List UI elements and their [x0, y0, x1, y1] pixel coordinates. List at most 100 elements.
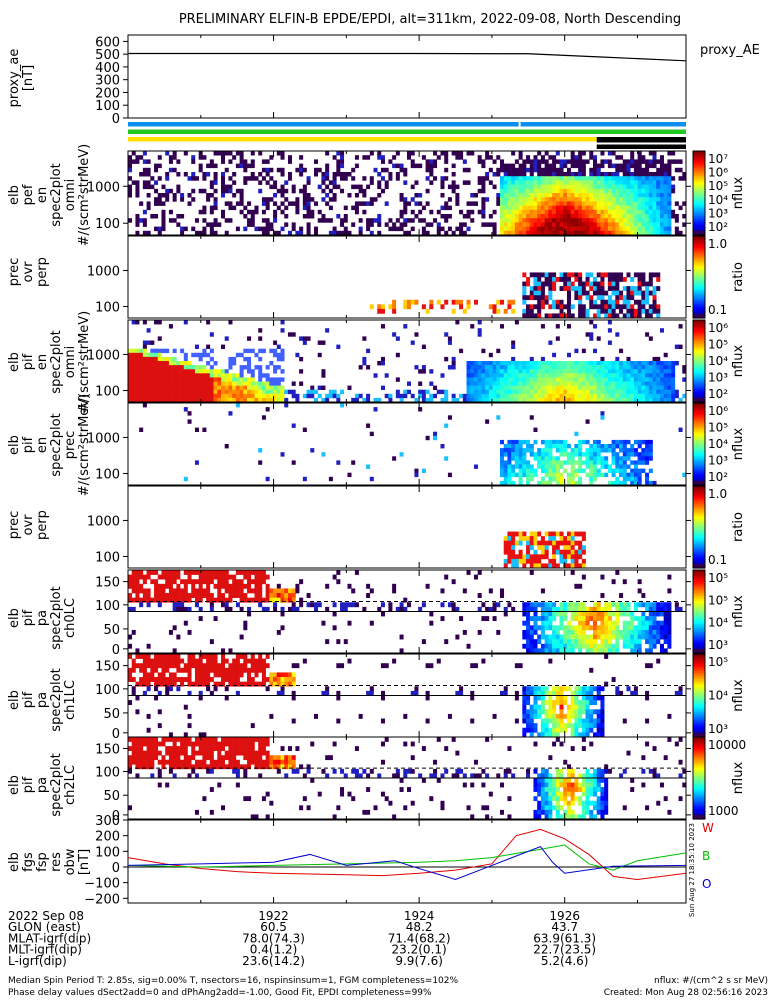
- spectrogram-cell: [578, 184, 583, 190]
- spectrogram-cell: [235, 602, 240, 608]
- spectrogram-cell: [265, 180, 270, 185]
- spectrogram-cell: [674, 214, 679, 219]
- spectrogram-cell: [533, 397, 538, 403]
- spectrogram-cell: [593, 193, 598, 198]
- spectrogram-cell: [351, 184, 356, 190]
- spectrogram-cell: [224, 385, 229, 390]
- spectrogram-cell: [570, 709, 575, 715]
- spectrogram-cell: [552, 389, 557, 395]
- spectrogram-cell: [622, 222, 627, 227]
- spectrogram-cell: [473, 373, 478, 378]
- spectrogram-cell: [165, 361, 170, 366]
- spectrogram-cell: [161, 588, 166, 594]
- spectrogram-cell: [496, 155, 501, 160]
- spectrogram-cell: [540, 381, 545, 386]
- spectrogram-cell: [514, 369, 519, 374]
- spectrogram-cell: [306, 201, 311, 206]
- spectrogram-cell: [503, 690, 508, 696]
- spectrogram-cell: [570, 625, 575, 631]
- spectrogram-cell: [619, 209, 624, 215]
- spectrogram-cell: [176, 667, 181, 673]
- spectrogram-cell: [552, 385, 557, 390]
- spectrogram-cell: [559, 558, 564, 564]
- spectrogram-cell: [570, 286, 575, 291]
- spectrogram-cell: [518, 197, 523, 202]
- spectrogram-cell: [287, 597, 292, 603]
- spectrogram-cell: [243, 625, 248, 631]
- spectrogram-cell: [332, 180, 337, 185]
- y-axis-label-line: proxy_ae: [7, 49, 22, 108]
- spectrogram-cell: [566, 704, 571, 710]
- spectrogram-cell: [667, 361, 672, 366]
- spectrogram-cell: [232, 193, 237, 198]
- spectrogram-cell: [622, 456, 627, 461]
- spectrogram-cell: [128, 348, 133, 354]
- spectrogram-cell: [146, 681, 151, 687]
- spectrogram-cell: [555, 397, 560, 403]
- spectrogram-cell: [526, 197, 531, 202]
- spectrogram-cell: [198, 695, 203, 701]
- spectrogram-cell: [202, 377, 207, 382]
- spectrogram-cell: [128, 155, 133, 160]
- spectrogram-cell: [529, 531, 534, 537]
- spectrogram-cell: [522, 554, 527, 560]
- spectrogram-cell: [202, 218, 207, 223]
- spectrogram-cell: [555, 385, 560, 390]
- spectrogram-cell: [425, 397, 430, 403]
- spectrogram-cell: [239, 393, 244, 399]
- spectrogram-cell: [645, 201, 650, 206]
- spectrogram-cell: [641, 167, 646, 173]
- spectrogram-cell: [600, 639, 605, 645]
- spectrogram-cell: [191, 377, 196, 382]
- spectrogram-cell: [540, 365, 545, 370]
- spectrogram-cell: [566, 361, 571, 366]
- spectrogram-cell: [659, 226, 664, 232]
- spectrogram-cell: [503, 397, 508, 403]
- spectrogram-cell: [172, 606, 177, 612]
- spectrogram-cell: [202, 667, 207, 673]
- spectrogram-cell: [221, 579, 226, 585]
- spectrogram-cell: [518, 385, 523, 390]
- spectrogram-cell: [548, 616, 553, 622]
- spectrogram-cell: [209, 654, 214, 659]
- spectrogram-cell: [354, 570, 359, 575]
- spectrogram-cell: [637, 456, 642, 461]
- spectrogram-cell: [626, 272, 631, 278]
- spectrogram-cell: [637, 460, 642, 465]
- spectrogram-cell: [667, 197, 672, 202]
- spectrogram-cell: [500, 184, 505, 190]
- spectrogram-cell: [410, 151, 415, 156]
- spectrogram-cell: [578, 554, 583, 560]
- spectrogram-cell: [548, 444, 553, 449]
- spectrogram-cell: [600, 201, 605, 206]
- spectrogram-cell: [421, 639, 426, 645]
- spectrogram-cell: [593, 197, 598, 202]
- spectrogram-cell: [526, 295, 531, 301]
- spectrogram-cell: [165, 197, 170, 202]
- spectrogram-cell: [529, 606, 534, 612]
- spectrogram-cell: [585, 361, 590, 366]
- spectrogram-cell: [165, 677, 170, 682]
- spectrogram-cell: [626, 356, 631, 362]
- spectrogram-cell: [566, 393, 571, 399]
- spectrogram-cell: [317, 352, 322, 358]
- spectrogram-cell: [559, 201, 564, 206]
- spectrogram-cell: [600, 308, 605, 314]
- spectrogram-cell: [607, 464, 612, 469]
- y-axis-label-line: #/(scm²strMeV): [77, 394, 92, 497]
- spectrogram-cell: [150, 352, 155, 358]
- spectrogram-cell: [514, 373, 519, 378]
- spectrogram-cell: [310, 389, 315, 395]
- spectrogram-cell: [269, 222, 274, 227]
- spectrogram-cell: [574, 188, 579, 194]
- spectrogram-cell: [265, 218, 270, 223]
- spectrogram-cell: [507, 472, 512, 478]
- spectrogram-cell: [392, 155, 397, 160]
- spectrogram-cell: [533, 155, 538, 160]
- spectrogram-cell: [596, 230, 601, 236]
- spectrogram-cell: [217, 222, 222, 227]
- spectrogram-cell: [645, 444, 650, 449]
- spectrogram-cell: [302, 427, 307, 432]
- spectrogram-cell: [674, 344, 679, 349]
